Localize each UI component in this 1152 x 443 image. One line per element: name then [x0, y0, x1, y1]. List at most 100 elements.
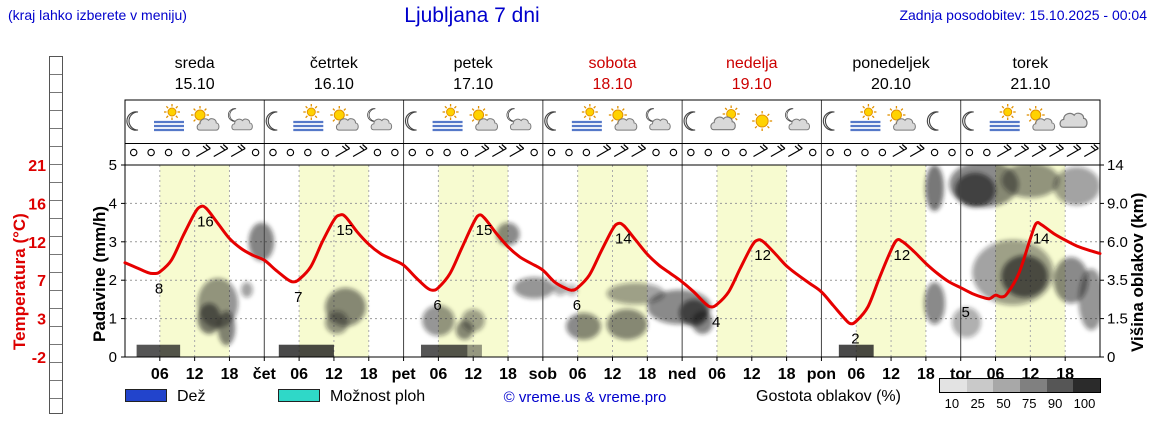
- chart-part: [228, 108, 237, 122]
- x-hour-label: 18: [917, 366, 935, 383]
- wind-barb-icon: [753, 144, 768, 158]
- cloud-blob: [197, 303, 221, 334]
- chart-part: [454, 115, 457, 119]
- weather-icon-sun-cloud: [887, 106, 916, 131]
- chart-part: [621, 108, 625, 111]
- x-day-abbrev: pon: [807, 366, 836, 383]
- wind-barb-icon: [196, 144, 211, 158]
- wind-barb-icon: [892, 144, 908, 158]
- cloud-blob: [692, 310, 713, 334]
- chart-part: [240, 144, 246, 149]
- chart-part: [871, 115, 875, 119]
- temp-extreme-label: 14: [1033, 230, 1050, 247]
- weather-icon-moon: [926, 111, 939, 131]
- chart-part: [1059, 112, 1088, 128]
- weather-icon-moon: [683, 111, 696, 131]
- x-hour-label: 12: [186, 366, 204, 383]
- weather-icon-fog-sun: [989, 104, 1020, 132]
- x-hour-label: 06: [847, 366, 865, 383]
- chart-part: [506, 108, 515, 122]
- chart-part: [1023, 144, 1030, 149]
- wind-calm-icon: [373, 148, 382, 157]
- wind-calm-icon: [391, 148, 399, 157]
- chart-part: [1030, 109, 1042, 121]
- chart-part: [205, 144, 211, 149]
- chart-part: [900, 108, 904, 111]
- chart-part: [454, 105, 457, 109]
- cloud-height-tick-label: 3.5: [1107, 272, 1128, 289]
- weather-icon-moon-cloud: [506, 108, 532, 131]
- wind-calm-icon: [304, 148, 312, 157]
- chart-part: [471, 119, 475, 122]
- x-hour-label: 18: [638, 366, 656, 383]
- chart-part: [1014, 147, 1029, 158]
- chart-part: [306, 107, 316, 117]
- chart-part: [794, 145, 800, 151]
- chart-part: [332, 108, 336, 111]
- chart-part: [754, 113, 758, 117]
- ground-fog-bar: [838, 344, 874, 357]
- cloud-blob: [241, 282, 253, 298]
- ground-fog-bar: [467, 344, 482, 357]
- cloud-density-scale: 10 25 50 75 90 100: [939, 378, 1101, 411]
- chart-part: [474, 147, 490, 158]
- chart-part: [683, 111, 696, 131]
- chart-part: [1020, 145, 1027, 151]
- x-day-abbrev: čet: [253, 366, 277, 383]
- wind-barb-icon: [335, 144, 351, 158]
- temp-extreme-label: 6: [433, 297, 441, 314]
- chart-part: [593, 115, 596, 119]
- chart-part: [484, 144, 490, 149]
- chart-part: [196, 147, 211, 158]
- density-gradient-step: [1020, 379, 1047, 392]
- wind-barb-icon: [596, 144, 612, 158]
- x-hour-label: 12: [464, 366, 482, 383]
- chart-part: [471, 108, 475, 111]
- wind-calm-icon: [443, 148, 451, 157]
- chart-part: [583, 115, 587, 119]
- temp-extreme-label: 14: [615, 230, 632, 247]
- chart-part: [498, 145, 504, 151]
- wind-calm-icon: [164, 148, 173, 157]
- chart-part: [1055, 145, 1062, 151]
- chart-part: [754, 125, 758, 129]
- x-hour-label: 12: [882, 366, 900, 383]
- chart-part: [231, 118, 253, 131]
- x-hour-label: 06: [290, 366, 308, 383]
- chart-part: [481, 145, 487, 151]
- temp-extreme-label: 12: [754, 247, 771, 264]
- chart-part: [640, 144, 647, 149]
- weather-icon-moon: [404, 111, 417, 131]
- chart-part: [404, 111, 417, 131]
- cloud-blob: [461, 309, 485, 333]
- chart-part: [890, 109, 902, 121]
- chart-part: [473, 109, 485, 121]
- temp-tick-label: 12: [28, 235, 46, 252]
- chart-part: [1073, 145, 1079, 151]
- cloud-blob: [325, 310, 349, 334]
- chart-part: [1011, 105, 1014, 109]
- chart-part: [759, 145, 766, 151]
- density-gradient-step: [993, 379, 1021, 392]
- rain-legend-label: Dež: [177, 388, 206, 405]
- copyright-link[interactable]: © vreme.us & vreme.pro: [503, 389, 667, 406]
- precip-tick-label: 0: [109, 349, 117, 366]
- chart-part: [444, 115, 448, 119]
- weather-icon-fog-sun: [432, 104, 463, 132]
- chart-part: [1093, 144, 1099, 149]
- chart-part: [444, 105, 448, 109]
- wind-calm-icon: [669, 148, 678, 157]
- chart-part: [862, 115, 865, 119]
- x-hour-label: 18: [499, 366, 517, 383]
- chart-part: [314, 105, 318, 109]
- temp-tick-label: -2: [32, 350, 46, 367]
- chart-part: [126, 111, 139, 131]
- showers-legend-swatch: [278, 389, 320, 402]
- weather-icon-cloud: [1059, 112, 1088, 128]
- wind-barb-icon: [1031, 144, 1047, 158]
- chart-part: [611, 119, 614, 122]
- weather-icon-sun-cloud: [608, 106, 638, 131]
- weather-icon-sun-cloud: [1026, 106, 1056, 131]
- density-tick-label: 75: [1022, 396, 1037, 411]
- location-hint: (kraj lahko izberete v meniju): [8, 7, 187, 23]
